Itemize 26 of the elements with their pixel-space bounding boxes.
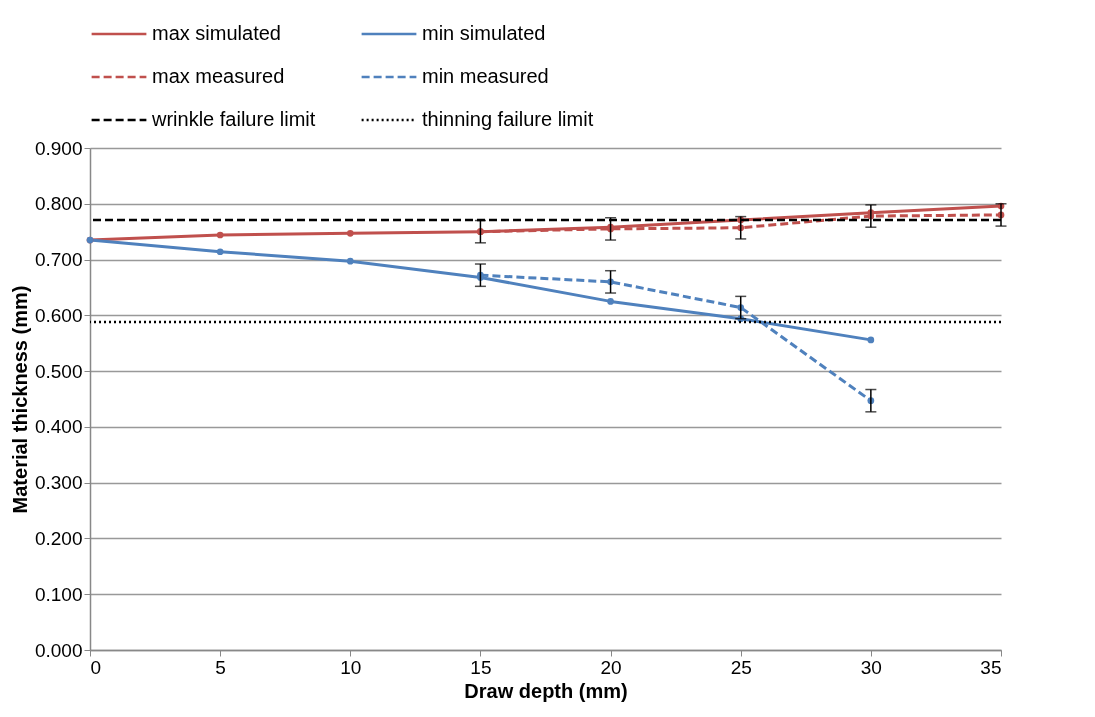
legend-label: min measured — [422, 65, 549, 87]
legend-label: wrinkle failure limit — [151, 108, 316, 130]
y-tick-label: 0.700 — [34, 249, 83, 271]
x-axis-title: Draw depth (mm) — [464, 679, 628, 702]
x-tick-label: 0 — [90, 656, 102, 678]
legend-label: max measured — [152, 65, 285, 87]
y-tick-label: 0.200 — [34, 527, 83, 549]
y-tick-label: 0.100 — [34, 583, 83, 605]
legend-label: thinning failure limit — [422, 108, 594, 130]
x-tick-label: 30 — [860, 656, 882, 678]
legend-label: max simulated — [152, 22, 281, 44]
y-tick-label: 0.000 — [34, 639, 83, 661]
legend-label: min simulated — [422, 22, 546, 44]
y-tick-label: 0.900 — [34, 137, 83, 159]
y-tick-label: 0.800 — [34, 193, 83, 215]
y-tick-label: 0.400 — [34, 416, 83, 438]
x-tick-label: 35 — [980, 656, 1002, 678]
y-tick-label: 0.300 — [34, 472, 83, 494]
y-axis-title: Material thickness (mm) — [8, 285, 31, 514]
x-tick-label: 5 — [215, 656, 226, 678]
x-tick-label: 15 — [470, 656, 492, 678]
x-tick-label: 20 — [600, 656, 622, 678]
x-tick-label: 10 — [340, 656, 362, 678]
y-tick-label: 0.500 — [34, 360, 83, 382]
x-tick-label: 25 — [730, 656, 752, 678]
y-tick-label: 0.600 — [34, 304, 83, 326]
